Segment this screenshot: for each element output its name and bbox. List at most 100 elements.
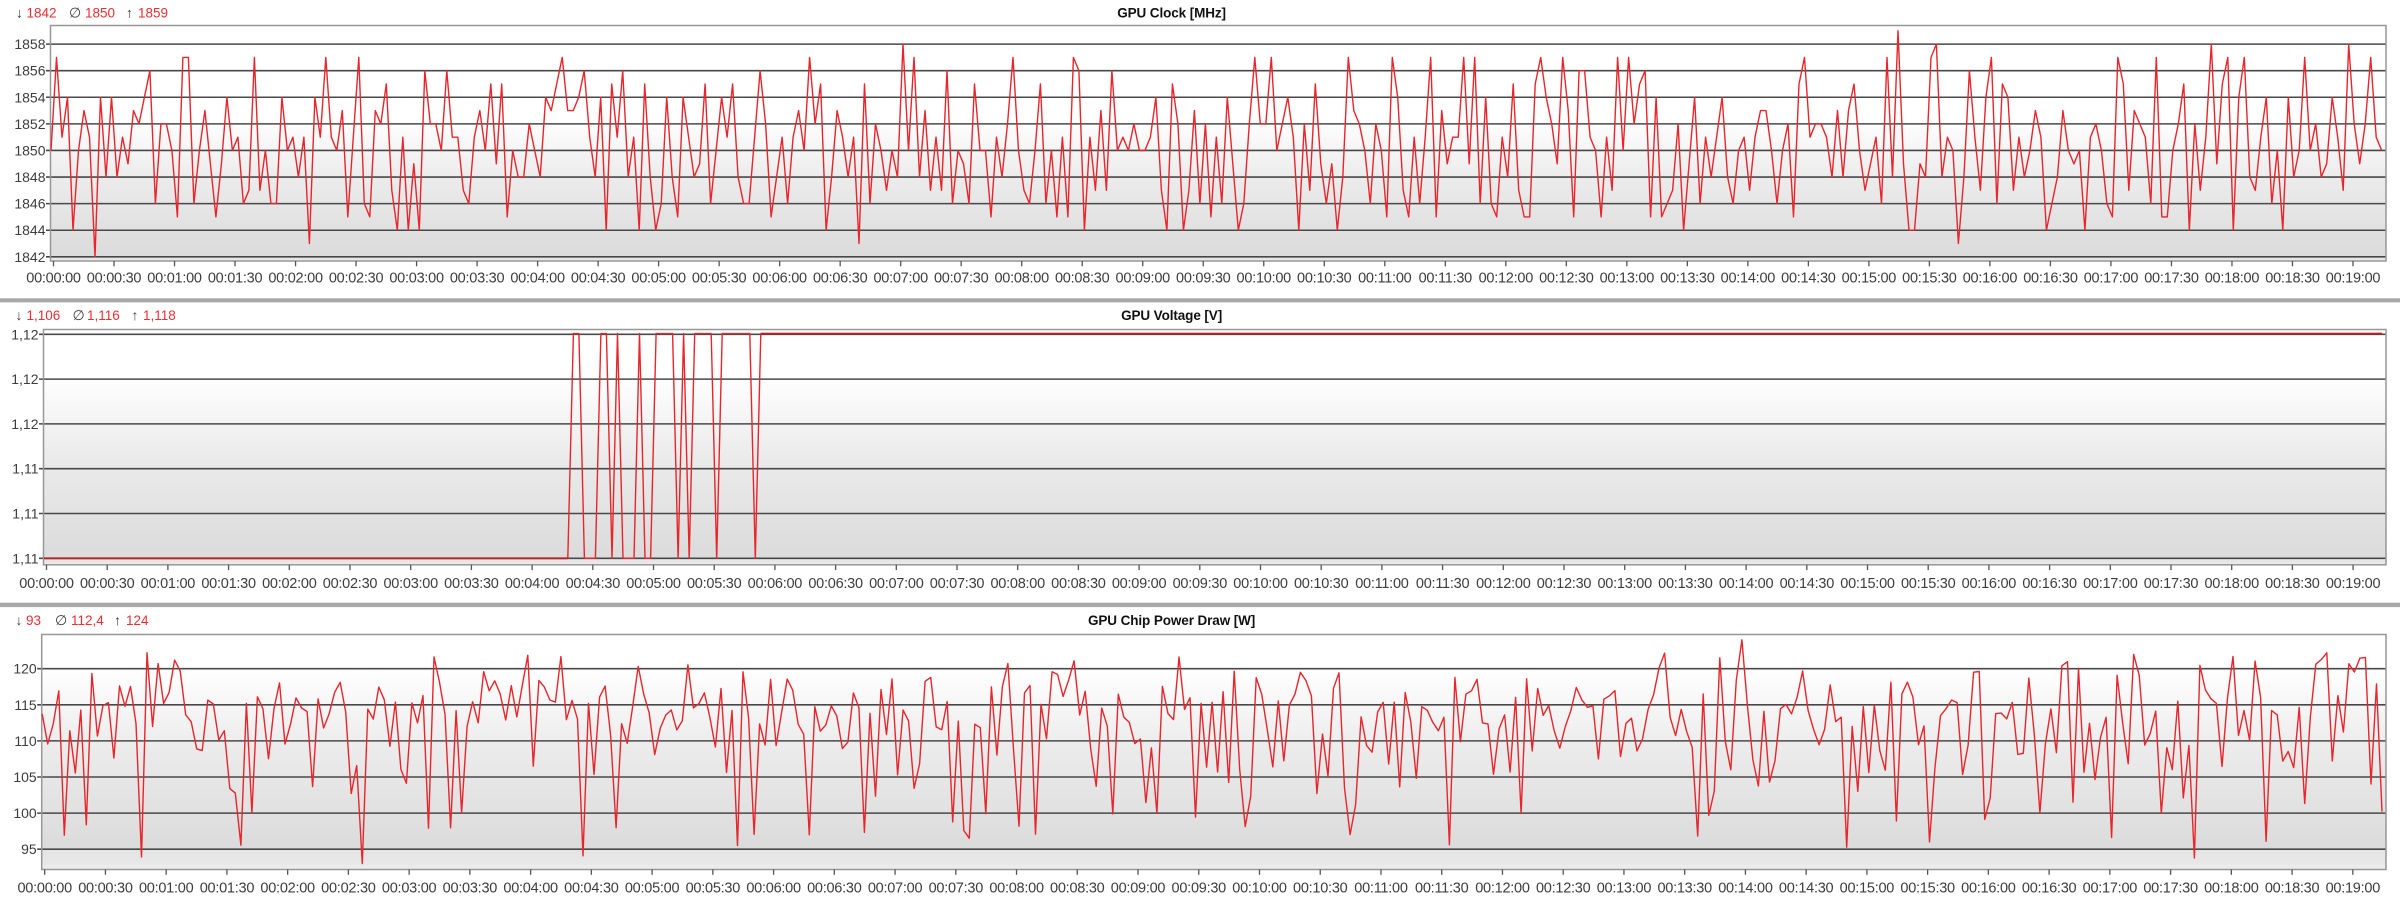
svg-text:00:10:00: 00:10:00: [1232, 880, 1287, 896]
svg-text:00:04:00: 00:04:00: [505, 576, 560, 592]
svg-text:00:13:30: 00:13:30: [1660, 271, 1715, 287]
svg-text:00:02:00: 00:02:00: [268, 271, 323, 287]
svg-text:00:18:00: 00:18:00: [2204, 880, 2259, 896]
svg-text:00:12:00: 00:12:00: [1479, 271, 1534, 287]
svg-text:00:01:00: 00:01:00: [141, 576, 196, 592]
svg-text:00:14:30: 00:14:30: [1780, 576, 1835, 592]
svg-text:00:03:30: 00:03:30: [444, 576, 499, 592]
svg-text:00:05:00: 00:05:00: [626, 576, 681, 592]
svg-text:00:16:30: 00:16:30: [2022, 576, 2077, 592]
svg-text:00:02:00: 00:02:00: [262, 576, 317, 592]
svg-text:00:09:30: 00:09:30: [1176, 271, 1231, 287]
svg-text:00:08:00: 00:08:00: [994, 271, 1049, 287]
svg-text:00:17:30: 00:17:30: [2144, 271, 2199, 287]
svg-text:↓: ↓: [16, 307, 23, 323]
svg-text:00:11:00: 00:11:00: [1358, 271, 1412, 287]
svg-text:00:14:30: 00:14:30: [1781, 271, 1836, 287]
svg-text:00:06:00: 00:06:00: [748, 576, 803, 592]
svg-text:00:12:00: 00:12:00: [1476, 576, 1531, 592]
svg-text:00:06:30: 00:06:30: [808, 576, 863, 592]
svg-text:00:15:30: 00:15:30: [1902, 271, 1957, 287]
svg-text:00:02:30: 00:02:30: [321, 880, 376, 896]
svg-text:00:11:30: 00:11:30: [1415, 880, 1469, 896]
svg-text:110: 110: [14, 733, 37, 749]
svg-text:00:17:30: 00:17:30: [2143, 880, 2198, 896]
svg-text:00:05:30: 00:05:30: [686, 880, 741, 896]
svg-text:00:02:00: 00:02:00: [260, 880, 315, 896]
svg-text:00:03:30: 00:03:30: [450, 271, 505, 287]
svg-text:00:04:00: 00:04:00: [503, 880, 558, 896]
svg-text:00:10:00: 00:10:00: [1237, 271, 1292, 287]
svg-text:00:03:00: 00:03:00: [382, 880, 437, 896]
svg-text:00:07:30: 00:07:30: [930, 576, 985, 592]
svg-text:00:05:30: 00:05:30: [687, 576, 742, 592]
svg-text:1,12: 1,12: [11, 416, 38, 432]
svg-text:00:06:30: 00:06:30: [807, 880, 862, 896]
svg-text:00:17:30: 00:17:30: [2144, 576, 2199, 592]
svg-text:00:16:30: 00:16:30: [2023, 271, 2078, 287]
svg-text:1858: 1858: [14, 36, 45, 52]
svg-text:105: 105: [13, 769, 37, 785]
svg-text:1,12: 1,12: [11, 371, 38, 387]
svg-text:124: 124: [126, 613, 149, 628]
svg-text:95: 95: [21, 841, 37, 857]
svg-text:00:00:30: 00:00:30: [80, 576, 135, 592]
svg-text:00:02:30: 00:02:30: [329, 271, 384, 287]
svg-text:1,106: 1,106: [27, 308, 61, 323]
svg-text:1,11: 1,11: [12, 506, 38, 522]
svg-text:00:01:30: 00:01:30: [201, 576, 256, 592]
svg-text:00:16:00: 00:16:00: [1961, 880, 2016, 896]
svg-text:↓: ↓: [16, 4, 23, 20]
svg-text:00:00:00: 00:00:00: [19, 576, 74, 592]
svg-text:00:05:00: 00:05:00: [625, 880, 680, 896]
svg-text:↑: ↑: [114, 612, 121, 628]
svg-text:00:07:30: 00:07:30: [929, 880, 984, 896]
svg-text:00:18:00: 00:18:00: [2205, 271, 2260, 287]
svg-text:00:19:00: 00:19:00: [2326, 271, 2381, 287]
svg-text:00:12:30: 00:12:30: [1539, 271, 1594, 287]
svg-text:00:15:00: 00:15:00: [1840, 576, 1895, 592]
svg-text:↑: ↑: [126, 4, 133, 20]
svg-text:00:06:30: 00:06:30: [813, 271, 868, 287]
svg-text:00:14:00: 00:14:00: [1719, 576, 1774, 592]
svg-text:1854: 1854: [14, 89, 45, 105]
svg-text:00:10:30: 00:10:30: [1294, 576, 1349, 592]
svg-text:00:11:00: 00:11:00: [1355, 576, 1409, 592]
svg-text:00:05:00: 00:05:00: [631, 271, 686, 287]
svg-text:∅: ∅: [69, 4, 81, 20]
svg-text:00:18:00: 00:18:00: [2204, 576, 2259, 592]
svg-text:00:16:00: 00:16:00: [1963, 271, 2018, 287]
svg-text:00:19:00: 00:19:00: [2326, 576, 2381, 592]
svg-text:00:13:00: 00:13:00: [1600, 271, 1655, 287]
svg-text:00:13:30: 00:13:30: [1658, 576, 1713, 592]
svg-text:1848: 1848: [14, 169, 45, 185]
svg-text:00:19:00: 00:19:00: [2326, 880, 2381, 896]
svg-text:00:04:00: 00:04:00: [510, 271, 565, 287]
svg-text:00:18:30: 00:18:30: [2265, 271, 2320, 287]
svg-text:GPU Chip Power Draw [W]: GPU Chip Power Draw [W]: [1088, 613, 1255, 628]
svg-text:1852: 1852: [14, 116, 45, 132]
svg-text:↓: ↓: [16, 612, 23, 628]
svg-text:00:11:00: 00:11:00: [1354, 880, 1408, 896]
svg-text:00:13:30: 00:13:30: [1657, 880, 1712, 896]
svg-text:1856: 1856: [14, 63, 45, 79]
svg-text:00:15:00: 00:15:00: [1840, 880, 1895, 896]
svg-text:00:01:30: 00:01:30: [208, 271, 263, 287]
svg-text:00:15:30: 00:15:30: [1900, 880, 1955, 896]
svg-text:00:16:30: 00:16:30: [2022, 880, 2077, 896]
svg-text:1,11: 1,11: [12, 461, 38, 477]
svg-text:00:01:00: 00:01:00: [147, 271, 202, 287]
svg-text:00:17:00: 00:17:00: [2084, 271, 2139, 287]
svg-text:00:06:00: 00:06:00: [746, 880, 801, 896]
svg-text:00:03:00: 00:03:00: [389, 271, 444, 287]
svg-text:100: 100: [13, 805, 37, 821]
svg-text:00:12:00: 00:12:00: [1475, 880, 1530, 896]
svg-text:1859: 1859: [138, 5, 168, 20]
svg-text:1844: 1844: [14, 222, 45, 238]
svg-text:00:07:00: 00:07:00: [868, 880, 923, 896]
svg-text:00:15:30: 00:15:30: [1901, 576, 1956, 592]
svg-text:00:12:30: 00:12:30: [1536, 880, 1591, 896]
svg-text:00:03:00: 00:03:00: [383, 576, 438, 592]
svg-text:120: 120: [13, 661, 37, 677]
svg-text:00:02:30: 00:02:30: [323, 576, 378, 592]
